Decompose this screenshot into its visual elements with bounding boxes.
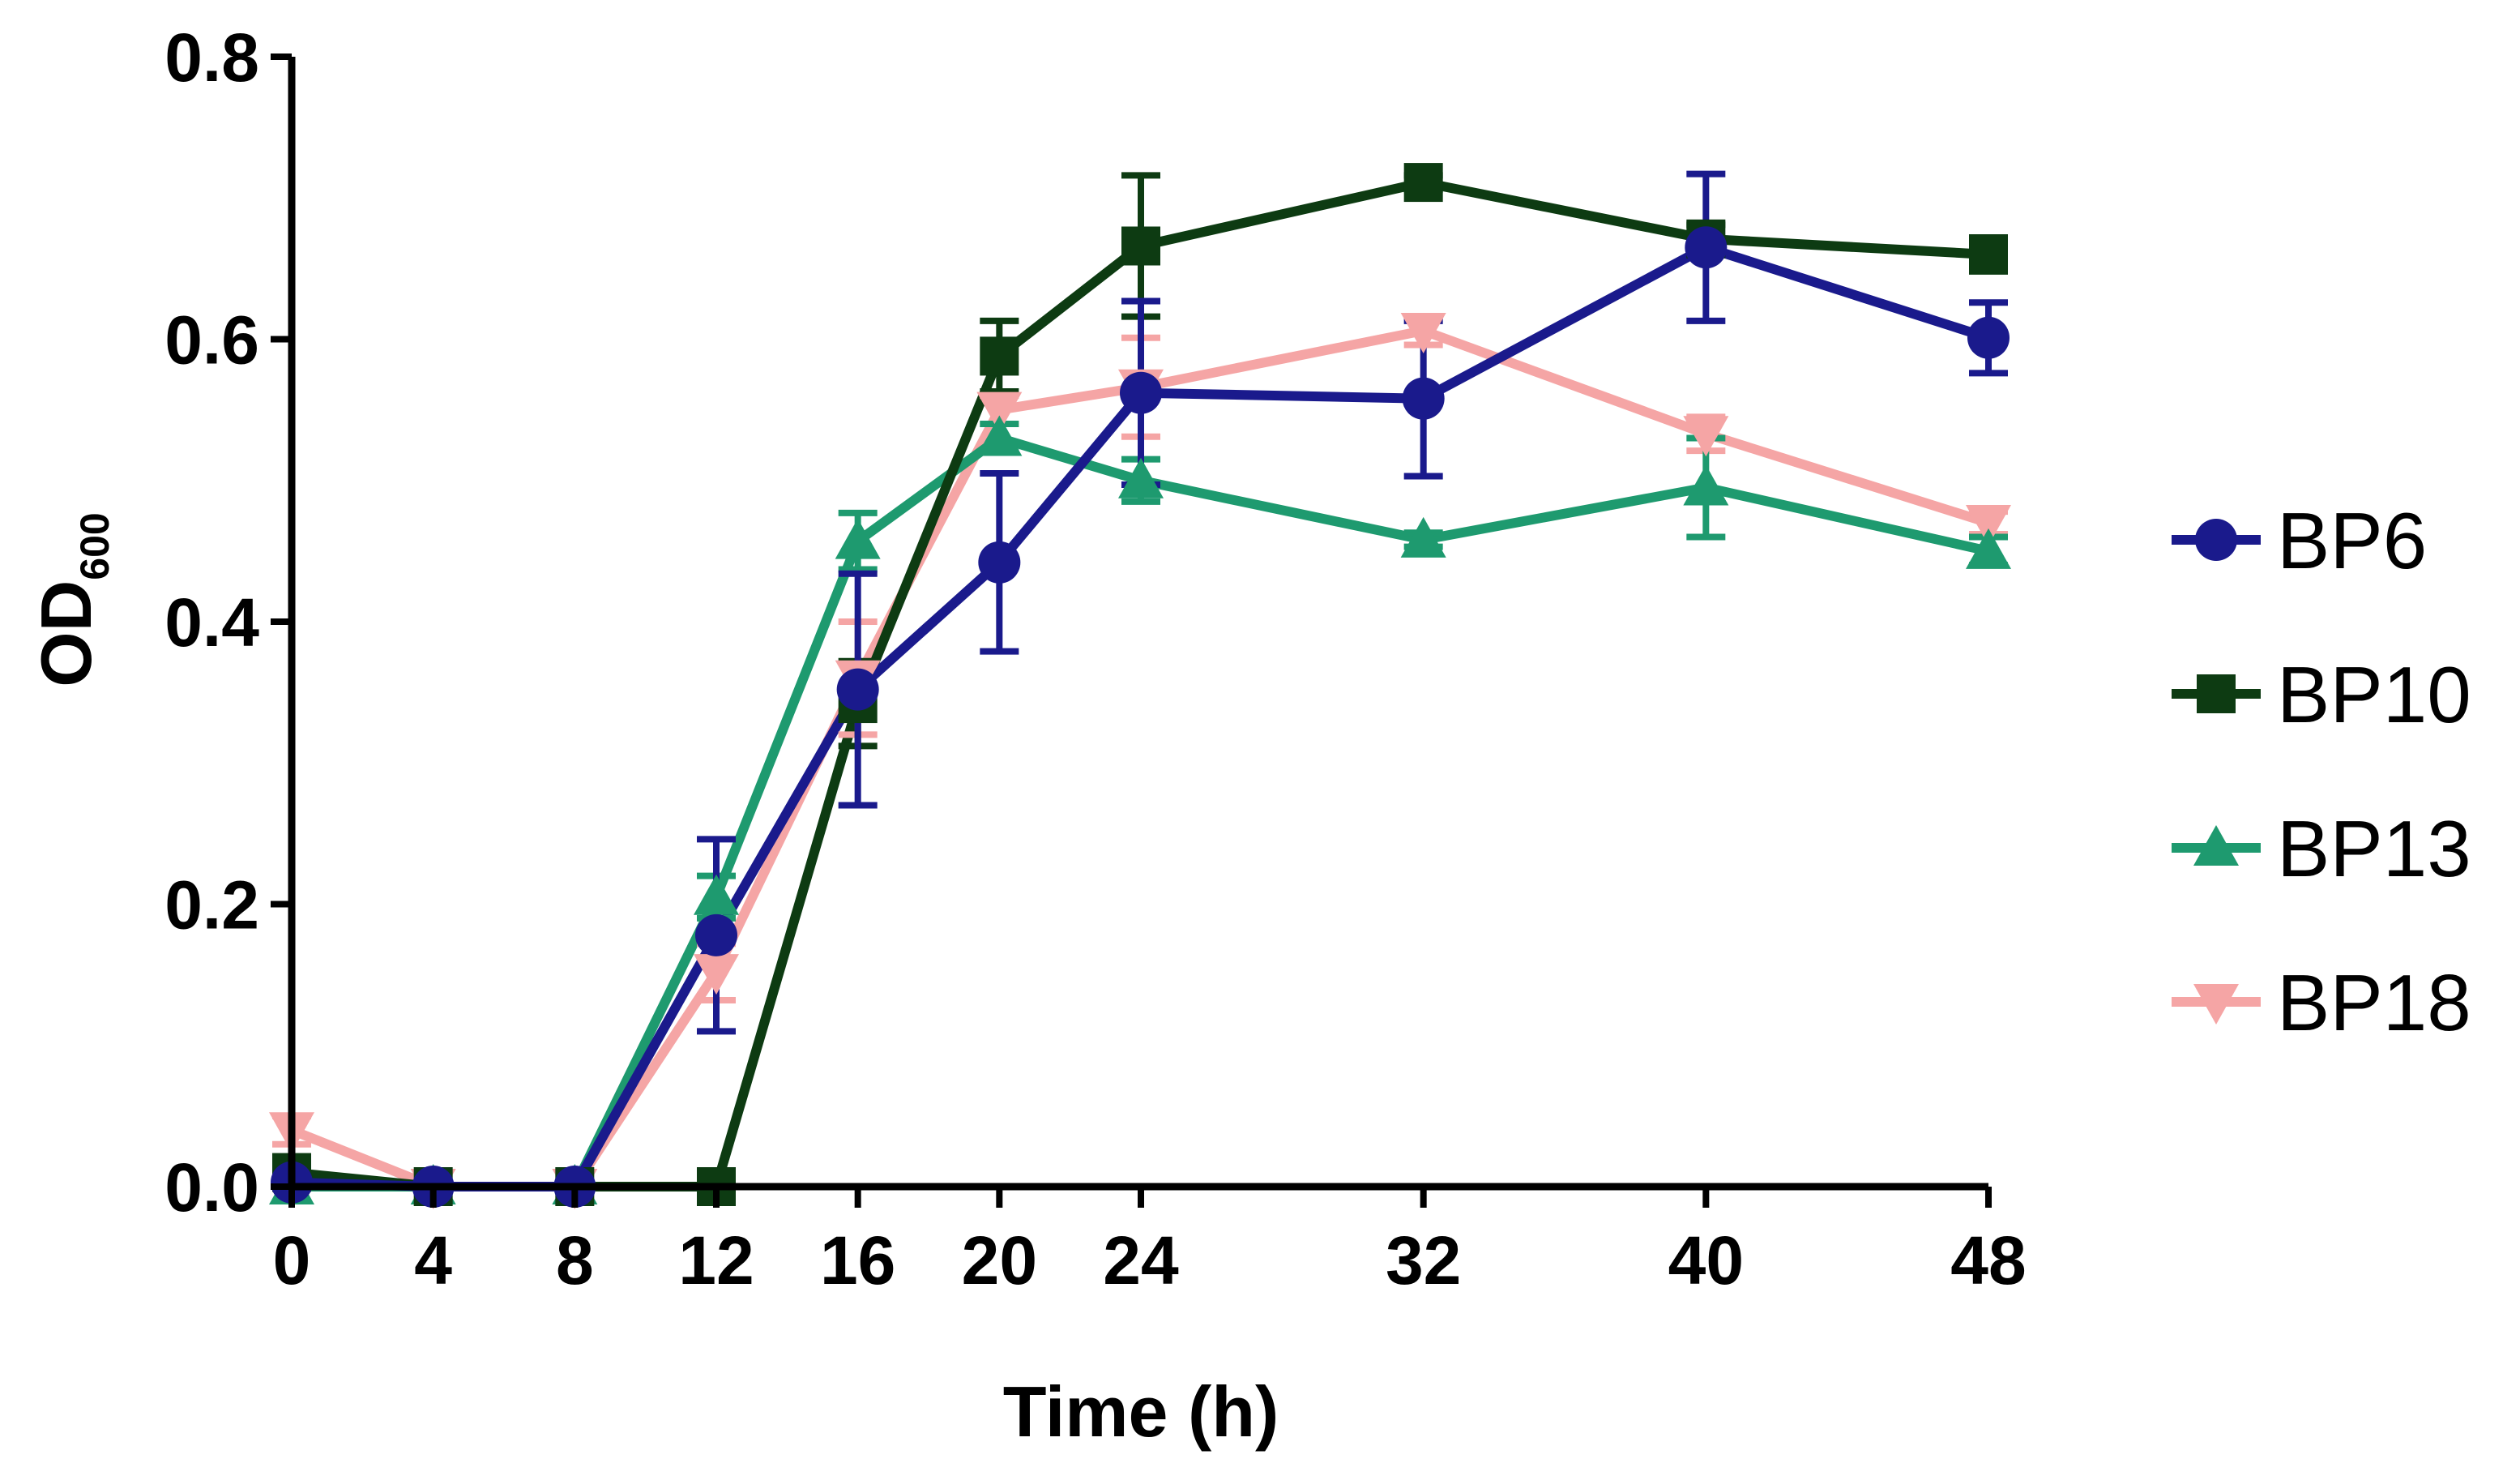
x-axis-title: Time (h) [1003, 1371, 1279, 1452]
y-axis-title-subscript: 600 [72, 512, 117, 580]
data-point-bp13 [1118, 457, 1164, 498]
data-point-bp13 [1400, 516, 1446, 558]
data-point-bp18 [1683, 416, 1729, 457]
legend-item-bp18: BP18 [2172, 958, 2471, 1047]
legend-label-bp10: BP10 [2277, 650, 2471, 739]
x-tick-label: 12 [678, 1222, 754, 1298]
legend-marker-bp10 [2197, 674, 2236, 713]
data-point-bp18 [976, 391, 1023, 433]
x-tick-label: 32 [1386, 1222, 1461, 1298]
data-point-bp18 [1966, 505, 2011, 546]
y-tick-label: 0.4 [164, 584, 259, 661]
legend-item-bp6: BP6 [2172, 496, 2427, 585]
legend-label-bp13: BP13 [2277, 804, 2471, 893]
data-point-bp6 [836, 668, 879, 711]
data-point-bp13 [1966, 528, 2011, 569]
data-point-bp10 [1403, 163, 1443, 203]
data-point-bp6 [1967, 316, 2010, 359]
data-point-bp6 [1402, 377, 1445, 420]
legend-item-bp13: BP13 [2172, 804, 2471, 893]
data-point-bp18 [694, 954, 739, 995]
legend-marker-bp18 [2193, 984, 2239, 1025]
data-point-bp18 [1400, 313, 1446, 354]
y-tick-label: 0.2 [164, 867, 259, 943]
data-point-bp6 [1120, 371, 1162, 414]
data-point-bp10 [1969, 234, 2008, 274]
x-tick-label: 16 [820, 1222, 895, 1298]
legend-label-bp6: BP6 [2277, 496, 2427, 585]
data-point-bp13 [694, 874, 739, 915]
tick-labels: 0.00.20.40.60.80 4 8 12 16 20 24 32 40 48 [164, 19, 2027, 1298]
legend-marker-bp13 [2193, 825, 2239, 866]
data-point-bp13 [1683, 464, 1729, 506]
legend-item-bp10: BP10 [2172, 650, 2471, 739]
data-point-bp6 [978, 541, 1021, 584]
data-point-bp10 [980, 336, 1019, 376]
data-point-bp6 [695, 913, 737, 956]
error-bars [272, 170, 2008, 1148]
axis-titles: Time (h) OD600 [26, 512, 1279, 1452]
x-tick-label: 48 [1950, 1222, 2026, 1298]
data-point-bp6 [1685, 226, 1728, 269]
y-tick-label: 0.8 [164, 19, 259, 96]
x-tick-label: 0 [273, 1222, 311, 1298]
axes [271, 53, 1992, 1208]
legend: BP6 BP10 BP13 BP18 [2172, 496, 2471, 1047]
y-axis-title: OD600 [26, 512, 117, 687]
data-point-bp13 [835, 518, 881, 559]
y-tick-label: 0.6 [164, 302, 259, 379]
x-tick-label: 8 [556, 1222, 594, 1298]
data-point-bp13 [976, 415, 1023, 456]
x-tick-label: 24 [1103, 1222, 1179, 1298]
y-axis-title-main: OD [26, 580, 106, 687]
data-point-bp10 [1121, 226, 1160, 266]
legend-label-bp18: BP18 [2277, 958, 2471, 1047]
x-tick-label: 20 [962, 1222, 1037, 1298]
x-tick-label: 40 [1668, 1222, 1744, 1298]
y-tick-label: 0.0 [164, 1149, 259, 1226]
legend-marker-bp6 [2195, 519, 2237, 561]
x-tick-label: 4 [414, 1222, 452, 1298]
series-line-bp13 [292, 433, 1990, 1191]
